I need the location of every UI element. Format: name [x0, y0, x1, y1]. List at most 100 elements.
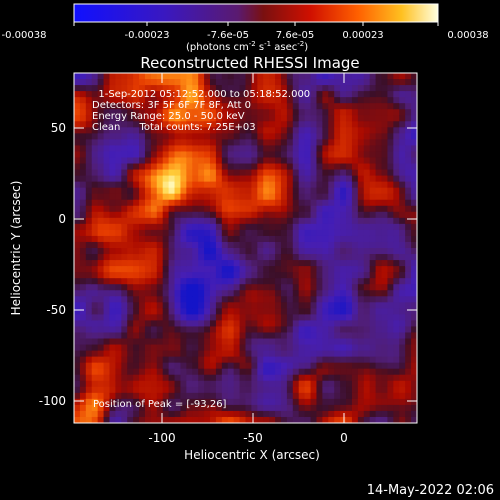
- image-pixel: [74, 151, 81, 159]
- image-pixel: [346, 302, 353, 309]
- image-pixel: [263, 326, 270, 334]
- image-pixel: [192, 223, 199, 231]
- image-pixel: [280, 410, 288, 418]
- image-pixel: [275, 223, 282, 231]
- image-pixel: [162, 338, 170, 346]
- image-pixel: [280, 229, 288, 237]
- image-pixel: [174, 91, 182, 98]
- image-pixel: [286, 374, 294, 382]
- image-pixel: [351, 235, 359, 243]
- image-pixel: [340, 73, 347, 80]
- image-pixel: [257, 392, 264, 400]
- image-pixel: [162, 223, 170, 231]
- image-pixel: [133, 338, 140, 346]
- image-pixel: [316, 392, 323, 400]
- image-pixel: [91, 103, 99, 110]
- image-pixel: [103, 308, 111, 315]
- image-pixel: [79, 85, 87, 92]
- image-pixel: [263, 314, 270, 322]
- image-pixel: [411, 254, 417, 261]
- image-pixel: [186, 362, 193, 370]
- image-pixel: [115, 73, 122, 80]
- image-pixel: [275, 229, 282, 237]
- image-pixel: [263, 85, 270, 92]
- image-pixel: [239, 314, 247, 322]
- image-pixel: [245, 374, 253, 382]
- image-pixel: [369, 368, 377, 376]
- image-pixel: [351, 79, 359, 86]
- image-pixel: [280, 398, 288, 406]
- image-pixel: [280, 109, 288, 116]
- image-pixel: [263, 350, 270, 358]
- image-pixel: [239, 85, 247, 92]
- image-pixel: [251, 302, 258, 309]
- image-pixel: [127, 151, 134, 159]
- image-pixel: [269, 115, 276, 122]
- image-pixel: [144, 296, 152, 303]
- image-pixel: [127, 308, 134, 315]
- image-pixel: [168, 350, 176, 358]
- image-pixel: [322, 133, 329, 140]
- image-pixel: [280, 127, 288, 134]
- image-pixel: [144, 374, 152, 382]
- image-pixel: [133, 163, 140, 171]
- image-pixel: [263, 284, 270, 291]
- image-pixel: [168, 121, 176, 128]
- image-pixel: [139, 266, 146, 273]
- image-pixel: [375, 97, 383, 104]
- image-pixel: [97, 109, 105, 116]
- image-pixel: [286, 302, 294, 309]
- image-pixel: [127, 115, 134, 122]
- image-pixel: [186, 296, 193, 303]
- image-pixel: [399, 302, 406, 309]
- image-pixel: [310, 241, 318, 249]
- image-pixel: [127, 398, 134, 406]
- image-pixel: [245, 127, 253, 134]
- image-pixel: [85, 115, 93, 122]
- image-pixel: [286, 278, 294, 285]
- image-pixel: [369, 350, 377, 358]
- image-pixel: [150, 163, 158, 171]
- image-pixel: [150, 248, 158, 255]
- image-pixel: [150, 151, 158, 159]
- image-pixel: [245, 350, 253, 358]
- image-pixel: [292, 284, 300, 291]
- image-pixel: [74, 404, 81, 412]
- image-pixel: [393, 145, 400, 153]
- image-pixel: [387, 404, 394, 412]
- image-pixel: [74, 374, 81, 382]
- image-pixel: [192, 175, 199, 183]
- image-pixel: [369, 380, 377, 388]
- image-pixel: [292, 223, 300, 231]
- image-pixel: [180, 254, 187, 261]
- image-pixel: [115, 115, 122, 122]
- image-pixel: [204, 302, 211, 309]
- image-pixel: [103, 266, 111, 273]
- image-pixel: [221, 121, 229, 128]
- image-pixel: [369, 115, 377, 122]
- image-pixel: [109, 308, 116, 315]
- image-pixel: [340, 404, 347, 412]
- image-pixel: [387, 181, 394, 189]
- image-pixel: [74, 332, 81, 340]
- image-pixel: [340, 217, 347, 225]
- colorbar: [73, 3, 439, 23]
- image-pixel: [351, 302, 359, 309]
- image-pixel: [292, 278, 300, 285]
- image-pixel: [357, 199, 365, 207]
- image-pixel: [298, 235, 306, 243]
- image-pixel: [251, 410, 258, 418]
- image-pixel: [292, 350, 300, 358]
- image-pixel: [210, 91, 217, 98]
- image-pixel: [245, 398, 253, 406]
- image-pixel: [304, 217, 312, 225]
- image-pixel: [351, 97, 359, 104]
- image-pixel: [233, 344, 241, 352]
- image-pixel: [363, 139, 371, 147]
- image-pixel: [251, 320, 258, 328]
- image-pixel: [245, 260, 253, 267]
- image-pixel: [292, 133, 300, 140]
- image-pixel: [239, 332, 247, 340]
- image-pixel: [369, 272, 377, 279]
- image-pixel: [204, 151, 211, 159]
